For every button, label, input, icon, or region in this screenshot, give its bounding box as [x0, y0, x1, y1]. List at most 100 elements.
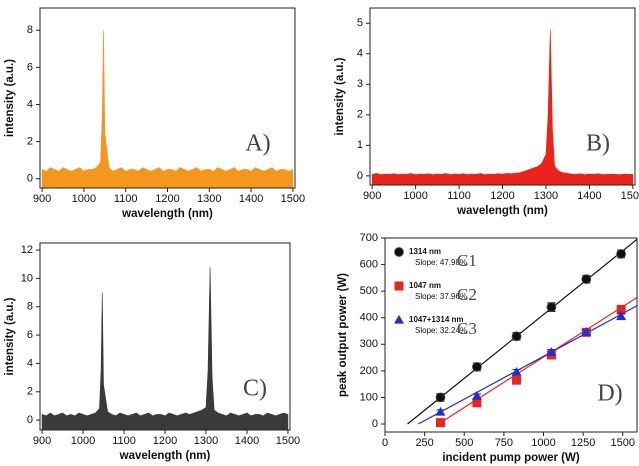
- data-point: [472, 361, 482, 372]
- y-tick-label: 400: [360, 312, 378, 324]
- x-tick-label: 1500: [621, 190, 639, 202]
- y-tick-label: 8: [27, 301, 33, 313]
- y-tick-label: 5: [357, 17, 363, 29]
- data-point: [435, 406, 446, 416]
- x-tick-label: 1100: [112, 435, 136, 447]
- spectrum-area: [371, 29, 634, 186]
- x-tick-label: 500: [455, 437, 473, 449]
- y-tick-label: 6: [27, 329, 33, 341]
- plot-frame: [39, 242, 291, 431]
- y-tick-label: 4: [357, 48, 363, 60]
- y-tick-label: 8: [27, 24, 33, 36]
- y-tick-label: 100: [360, 391, 378, 403]
- fit-line: [407, 238, 637, 425]
- panel-label: A): [245, 131, 270, 157]
- legend-label: 1047 nm: [409, 281, 441, 290]
- y-tick-label: 2: [27, 386, 33, 398]
- data-point: [581, 274, 592, 285]
- x-axis-title: wavelength (nm): [456, 205, 548, 217]
- y-axis-title: peak output power (W): [337, 273, 349, 397]
- x-tick-label: 1200: [490, 190, 514, 202]
- data-point: [472, 398, 482, 408]
- x-tick-label: 1200: [153, 435, 177, 447]
- x-tick-label: 900: [33, 435, 51, 447]
- x-tick-label: 1250: [571, 437, 595, 449]
- y-tick-label: 10: [21, 272, 33, 284]
- plot-frame: [39, 7, 296, 189]
- fit-line: [438, 297, 637, 425]
- legend-slope: Slope: 32.24%: [415, 326, 467, 335]
- plot-frame: [369, 7, 636, 186]
- y-tick-label: 0: [27, 414, 33, 426]
- legend-tag: C2: [457, 285, 477, 304]
- x-tick-label: 1200: [155, 193, 179, 205]
- y-axis-title: intensity (a.u.): [4, 59, 16, 137]
- y-tick-label: 700: [360, 232, 378, 244]
- x-axis-title: incident pump power (W): [442, 452, 580, 464]
- y-tick-label: 0: [357, 170, 363, 182]
- data-point: [511, 331, 522, 342]
- x-tick-label: 1300: [194, 435, 218, 447]
- data-point: [511, 367, 522, 376]
- spectrum-area: [41, 267, 289, 431]
- y-tick-label: 4: [27, 357, 33, 369]
- x-tick-label: 1300: [534, 190, 558, 202]
- legend-slope: Slope: 47.98%: [415, 258, 467, 267]
- legend-marker: [394, 314, 404, 324]
- x-tick-label: 1400: [235, 435, 259, 447]
- y-tick-label: 0: [372, 418, 378, 430]
- data-point: [616, 305, 626, 315]
- legend-label: 1314 nm: [409, 247, 441, 256]
- data-point: [546, 302, 557, 312]
- data-point: [471, 390, 482, 400]
- x-tick-label: 1300: [197, 193, 221, 205]
- y-tick-label: 2: [357, 109, 363, 121]
- x-tick-label: 1000: [72, 193, 96, 205]
- x-tick-label: 1000: [531, 437, 555, 449]
- y-tick-label: 200: [360, 365, 378, 377]
- y-tick-label: 600: [360, 258, 378, 270]
- data-point: [581, 327, 592, 336]
- y-tick-label: 3: [357, 78, 363, 90]
- y-tick-label: 4: [27, 98, 33, 110]
- x-tick-label: 1100: [114, 193, 138, 205]
- legend-label: 1047+1314 nm: [409, 315, 464, 324]
- y-tick-label: 300: [360, 338, 378, 350]
- data-point: [546, 347, 557, 356]
- x-tick-label: 750: [495, 437, 513, 449]
- y-axis-title: intensity (a.u.): [4, 297, 16, 375]
- x-axis-title: wavelength (nm): [121, 208, 213, 220]
- y-axis-title: intensity (a.u.): [334, 57, 346, 135]
- y-tick-label: 2: [27, 136, 33, 148]
- x-tick-label: 900: [363, 190, 381, 202]
- y-tick-label: 1: [357, 139, 363, 151]
- fit-line: [417, 305, 637, 425]
- y-tick-label: 0: [27, 173, 33, 185]
- x-tick-label: 1500: [281, 193, 305, 205]
- legend-tag: C1: [457, 251, 477, 270]
- x-tick-label: 1500: [610, 437, 634, 449]
- data-point: [512, 375, 522, 385]
- panel-label: D): [597, 381, 622, 407]
- data-point: [435, 418, 445, 428]
- data-point: [616, 311, 627, 320]
- x-tick-label: 1000: [403, 190, 427, 202]
- x-tick-label: 1400: [239, 193, 263, 205]
- x-tick-label: 1500: [276, 435, 300, 447]
- legend-slope: Slope: 37.96%: [415, 292, 467, 301]
- legend-marker: [394, 247, 404, 257]
- legend-tag: C3: [457, 319, 477, 338]
- x-axis-title: wavelength (nm): [119, 450, 211, 462]
- legend-marker: [394, 281, 404, 291]
- spectrum-area: [41, 30, 294, 189]
- plot-frame: [384, 237, 638, 433]
- x-tick-label: 1000: [71, 435, 95, 447]
- x-tick-label: 0: [382, 437, 388, 449]
- x-tick-label: 900: [33, 193, 51, 205]
- panel-label: C): [243, 376, 267, 402]
- y-tick-label: 12: [21, 244, 33, 256]
- data-point: [616, 249, 627, 259]
- x-tick-label: 250: [415, 437, 433, 449]
- data-point: [435, 392, 446, 403]
